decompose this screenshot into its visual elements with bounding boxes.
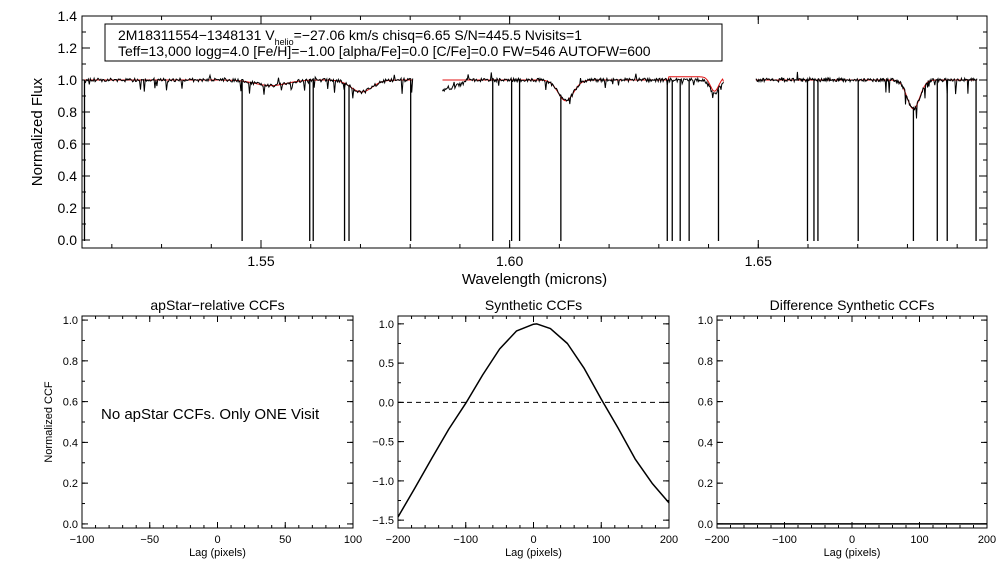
x-tick-label: 100 <box>592 534 610 546</box>
x-tick-label: −200 <box>386 534 411 546</box>
x-axis-title: Lag (pixels) <box>824 547 881 559</box>
x-tick-label: 1.55 <box>247 253 274 269</box>
y-tick-label: 0.8 <box>63 356 78 368</box>
y-tick-label: 0.0 <box>63 519 78 531</box>
y-tick-label: 0.0 <box>58 232 78 248</box>
y-tick-label: 0.4 <box>698 437 713 449</box>
y-tick-label: 1.2 <box>58 40 78 56</box>
y-tick-label: 0.0 <box>698 519 713 531</box>
info-box-frame <box>104 23 723 62</box>
no-ccf-message: No apStar CCFs. Only ONE Visit <box>101 406 320 423</box>
x-axis-title: Lag (pixels) <box>189 547 246 559</box>
y-tick-label: 0.2 <box>58 200 78 216</box>
y-tick-label: 0.6 <box>58 136 78 152</box>
y-tick-label: 0.2 <box>698 478 713 490</box>
plot-frame <box>397 315 670 529</box>
info-star-id: 2M18311554−1348131 <box>118 27 265 43</box>
y-tick-label: −1.5 <box>372 515 394 527</box>
y-tick-label: −0.5 <box>372 437 394 449</box>
y-tick-label: 0.2 <box>63 478 78 490</box>
y-tick-label: 0.8 <box>58 104 78 120</box>
info-v-label: V <box>265 27 275 43</box>
x-tick-label: 100 <box>344 534 362 546</box>
observed-spectrum-segment <box>84 73 414 99</box>
y-tick-label: 0.8 <box>698 356 713 368</box>
observed-spectrum-segment <box>442 72 724 105</box>
x-tick-label: 200 <box>978 534 996 546</box>
x-tick-label: 100 <box>910 534 928 546</box>
x-tick-label: 1.60 <box>496 253 523 269</box>
x-tick-label: 0 <box>849 534 855 546</box>
chart-title: Synthetic CCFs <box>485 297 582 313</box>
plot-frame <box>81 15 988 249</box>
synthetic-ccf-line <box>397 323 670 518</box>
x-tick-label: 0 <box>530 534 536 546</box>
x-axis-title: Wavelength (microns) <box>462 271 607 288</box>
y-tick-label: 0.6 <box>698 397 713 409</box>
x-tick-label: −50 <box>140 534 159 546</box>
chart-title: apStar−relative CCFs <box>150 297 284 313</box>
chart-title: Difference Synthetic CCFs <box>770 297 935 313</box>
y-tick-label: 1.4 <box>58 8 78 24</box>
info-line-1: 2M18311554−1348131 Vhelio=−27.06 km/s ch… <box>118 27 582 47</box>
chart-panel-2: −200 −100 0 100 200 −1.5 −1.0 −0.5 0.0 0.5 1.0 Synt… <box>372 297 678 559</box>
chart-panel-1: −100 −50 0 50 100 0.0 0.2 0.4 0.6 0.8 1.0 apStar−re… <box>43 297 362 559</box>
y-tick-label: 1.0 <box>58 72 78 88</box>
spectrum-info-box: 2M18311554−1348131 Vhelio=−27.06 km/s ch… <box>104 23 723 62</box>
y-axis-title: Normalized Flux <box>29 77 46 186</box>
y-tick-label: 0.4 <box>63 437 78 449</box>
y-tick-label: −1.0 <box>372 476 394 488</box>
info-v-subscript: helio <box>275 37 294 47</box>
info-rest: =−27.06 km/s chisq=6.65 S/N=445.5 Nvisit… <box>294 27 583 43</box>
x-tick-label: −100 <box>453 534 478 546</box>
y-tick-label: 0.4 <box>58 168 78 184</box>
chart-panel-0: 1.55 1.60 1.65 0.0 0.2 0.4 0.6 0.8 1.0 1.2 1.4 Wave… <box>29 8 988 288</box>
x-tick-label: 200 <box>660 534 678 546</box>
x-tick-label: 1.65 <box>745 253 772 269</box>
y-tick-label: 1.0 <box>63 315 78 327</box>
y-tick-label: 0.5 <box>379 358 394 370</box>
x-tick-label: −200 <box>705 534 730 546</box>
y-tick-label: 1.0 <box>379 319 394 331</box>
plot-frame <box>716 315 988 529</box>
model-spectrum-segment <box>755 79 978 110</box>
x-tick-label: −100 <box>70 534 95 546</box>
y-tick-label: 1.0 <box>698 315 713 327</box>
x-tick-label: 50 <box>279 534 291 546</box>
y-axis-title: Normalized CCF <box>43 381 55 463</box>
x-axis-title: Lag (pixels) <box>505 547 562 559</box>
info-line-2: Teff=13,000 logg=4.0 [Fe/H]=−1.00 [alpha… <box>118 43 651 59</box>
y-tick-label: 0.6 <box>63 397 78 409</box>
observed-spectrum-segment <box>755 71 978 119</box>
x-tick-label: 0 <box>214 534 220 546</box>
y-tick-label: 0.0 <box>379 397 394 409</box>
x-tick-label: −100 <box>772 534 797 546</box>
chart-panel-3: −200 −100 0 100 200 0.0 0.2 0.4 0.6 0.8 1.0 Differe… <box>698 297 996 559</box>
